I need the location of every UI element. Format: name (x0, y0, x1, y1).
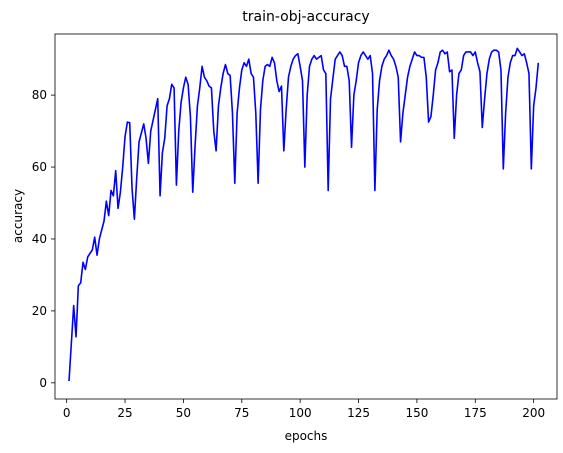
x-tick-label: 0 (63, 406, 71, 420)
y-axis-ticks: 0 20 40 60 80 (32, 88, 55, 390)
x-axis-ticks: 0 25 50 75 100 125 150 175 200 (63, 399, 545, 420)
chart-title: train-obj-accuracy (242, 9, 369, 25)
x-tick-label: 25 (117, 406, 132, 420)
x-tick-label: 50 (176, 406, 191, 420)
plot-area (68, 47, 540, 382)
y-axis-label: accuracy (11, 189, 25, 243)
y-tick-label: 40 (32, 232, 47, 246)
x-tick-label: 150 (405, 406, 428, 420)
x-axis-label: epochs (285, 429, 328, 443)
series-line-0 (68, 47, 540, 382)
y-tick-label: 20 (32, 304, 47, 318)
y-tick-label: 80 (32, 88, 47, 102)
x-tick-label: 100 (289, 406, 312, 420)
y-tick-label: 60 (32, 160, 47, 174)
y-tick-label: 0 (39, 376, 47, 390)
x-tick-label: 175 (464, 406, 487, 420)
x-tick-label: 200 (522, 406, 545, 420)
x-tick-label: 125 (347, 406, 370, 420)
x-tick-label: 75 (234, 406, 249, 420)
plot-frame (54, 33, 558, 400)
